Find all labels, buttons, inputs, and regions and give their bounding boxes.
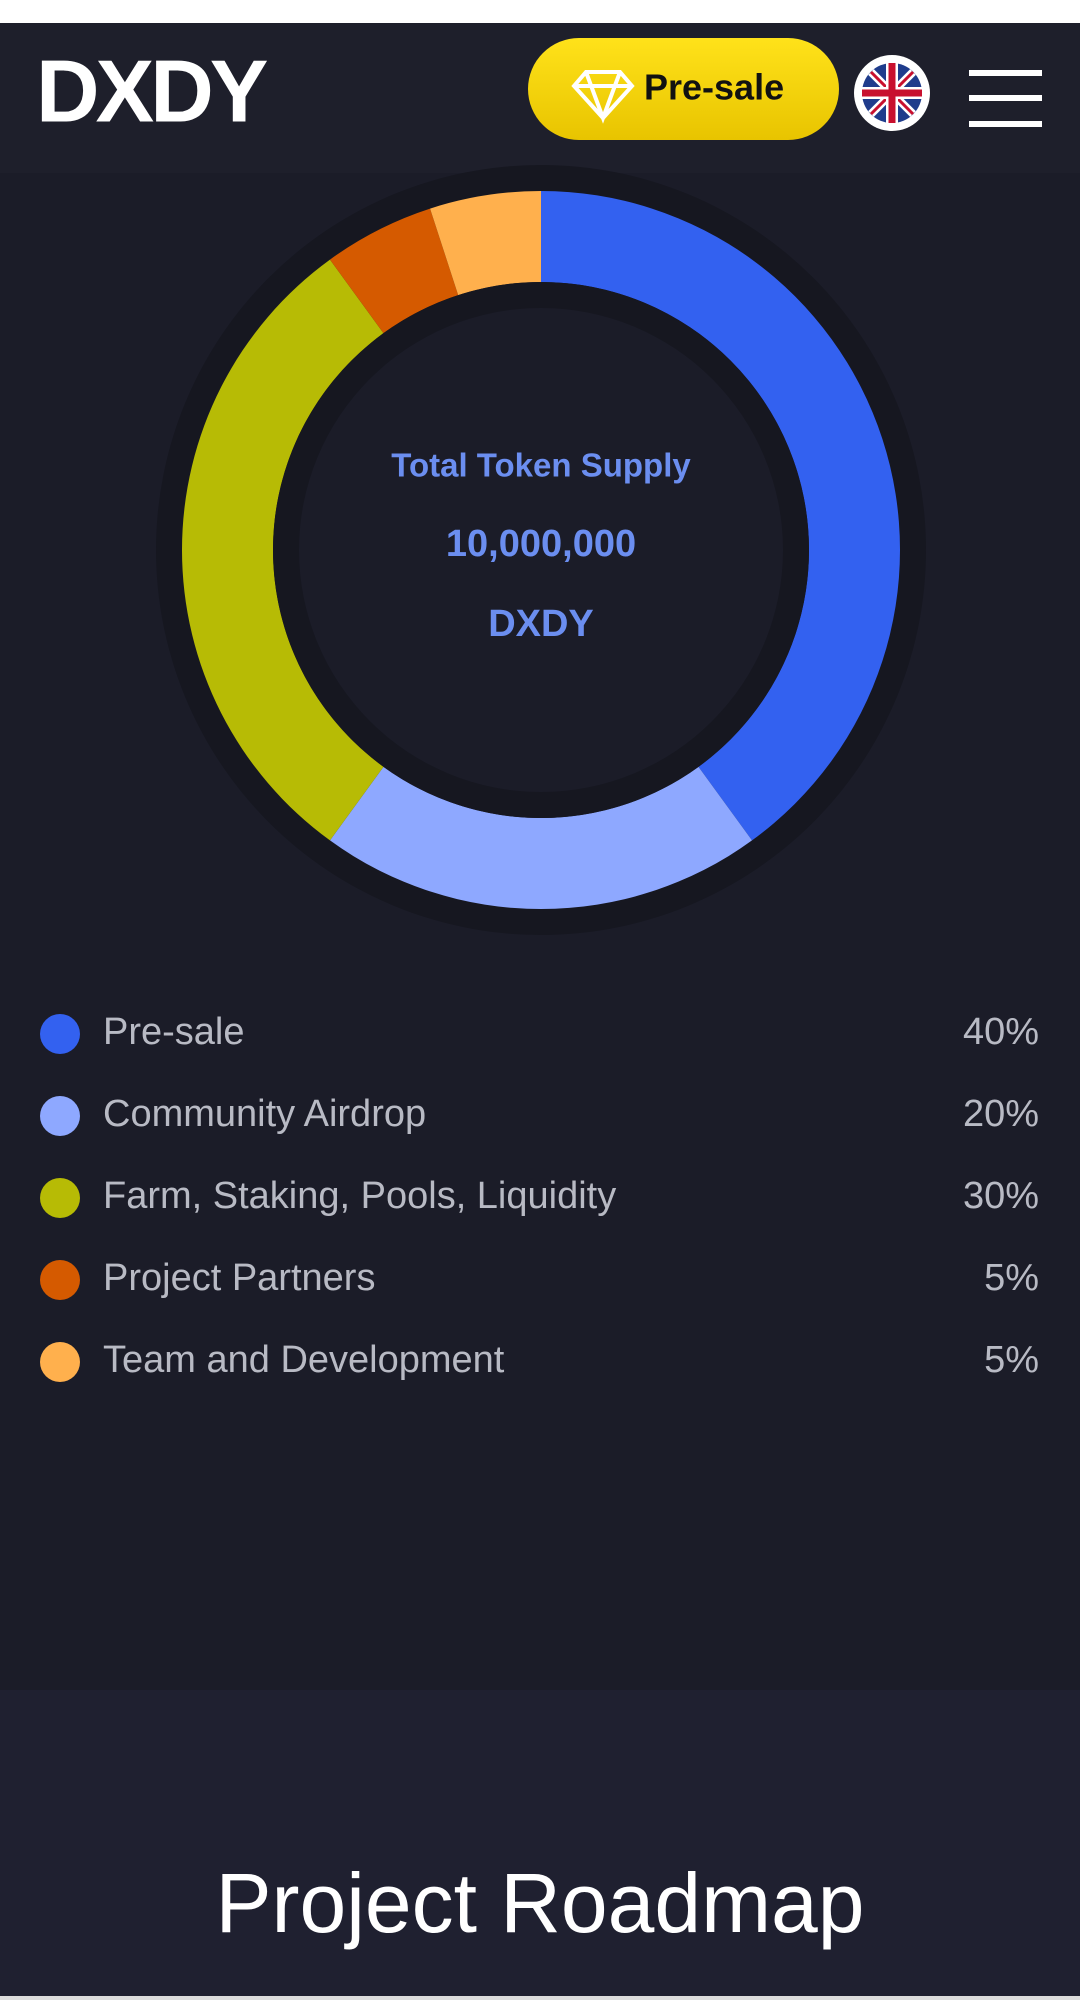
legend-dot [40, 1014, 80, 1054]
legend-value: 30% [963, 1175, 1039, 1217]
button-label[interactable]: Pre-sale [644, 67, 784, 108]
donut-segment [329, 766, 753, 910]
donut-hole [299, 308, 783, 792]
legend-dot [40, 1178, 80, 1218]
legend-label: Pre-sale [103, 1011, 245, 1053]
legend-dot [40, 1096, 80, 1136]
language-flag[interactable] [854, 55, 930, 131]
center-title: Total Token Supply [391, 447, 691, 484]
legend-dot [40, 1342, 80, 1382]
diamond-icon [571, 70, 635, 124]
donut-segment [541, 191, 900, 841]
legend-label: Team and Development [103, 1339, 505, 1381]
status-bar [0, 0, 1080, 23]
legend-value: 40% [963, 1011, 1039, 1053]
section-title: Project Roadmap [216, 1856, 865, 1950]
logo[interactable]: DXDY [36, 41, 272, 140]
donut-segment [430, 191, 541, 296]
legend-label: Project Partners [103, 1257, 375, 1299]
menu-icon[interactable] [969, 70, 1042, 127]
legend-value: 5% [984, 1257, 1039, 1299]
donut-segment [181, 259, 384, 841]
bottom-edge [0, 1996, 1080, 2000]
legend-value: 5% [984, 1339, 1039, 1381]
legend-label: Farm, Staking, Pools, Liquidity [103, 1175, 616, 1217]
donut-segment [329, 208, 459, 334]
legend-label: Community Airdrop [103, 1093, 426, 1135]
presale-button[interactable]: Pre-sale [528, 38, 839, 140]
center-value: 10,000,000 [446, 523, 636, 565]
legend-dot [40, 1260, 80, 1300]
center-unit: DXDY [488, 603, 594, 645]
legend-value: 20% [963, 1093, 1039, 1135]
